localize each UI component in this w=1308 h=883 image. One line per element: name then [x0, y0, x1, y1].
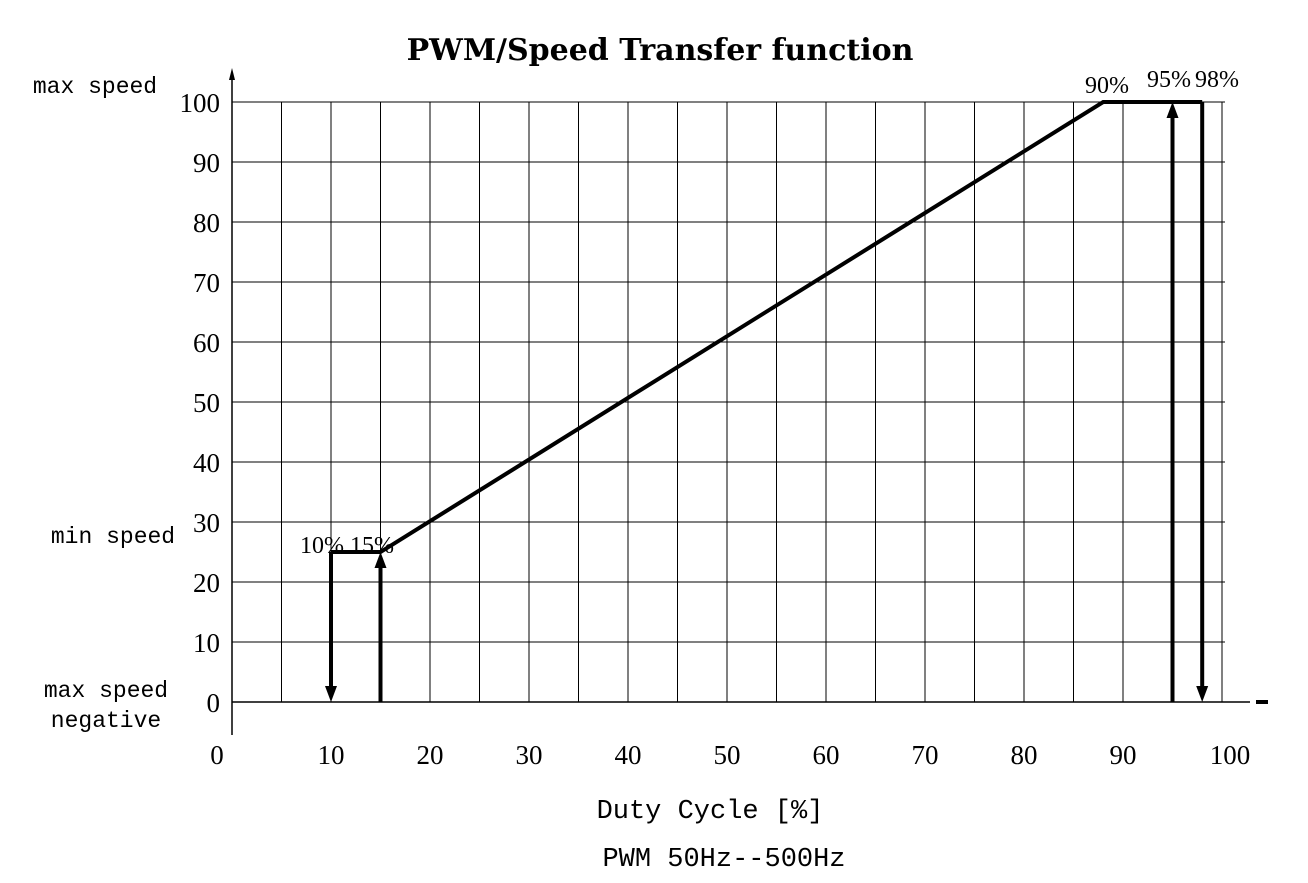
- y-tick-labels: 0 10 20 30 40 50 60 70 80 90 100: [180, 88, 221, 718]
- y-tick-label: 10: [193, 628, 220, 658]
- y-tick-label: 60: [193, 328, 220, 358]
- x-tick-label: 20: [417, 740, 444, 770]
- x-tick-label: 80: [1011, 740, 1038, 770]
- x-tick-label: 90: [1110, 740, 1137, 770]
- y-tick-label: 50: [193, 388, 220, 418]
- arrow-head: [374, 552, 387, 568]
- arrow-head: [1166, 102, 1179, 118]
- y-tick-label: 90: [193, 148, 220, 178]
- y-side-labels: max speed min speed max speed negative: [33, 74, 175, 734]
- y-tick-label: 40: [193, 448, 220, 478]
- axes: [229, 68, 1268, 735]
- x-tick-label: 0: [210, 740, 224, 770]
- chart-title: PWM/Speed Transfer function: [407, 33, 914, 68]
- data-label: 95%: [1147, 67, 1191, 93]
- data-label: 90%: [1085, 73, 1129, 99]
- y-side-label: negative: [51, 708, 161, 734]
- x-tick-label: 70: [912, 740, 939, 770]
- x-tick-label: 60: [813, 740, 840, 770]
- x-tick-label: 50: [714, 740, 741, 770]
- x-tick-labels: 0 10 20 30 40 50 60 70 80 90 100: [210, 740, 1250, 770]
- y-tick-label: 100: [180, 88, 221, 118]
- series: [331, 100, 1203, 554]
- y-tick-label: 80: [193, 208, 220, 238]
- arrow-head: [1196, 686, 1209, 702]
- y-axis-arrowhead: [229, 68, 235, 80]
- y-side-label: max speed: [33, 74, 157, 100]
- series-line: [331, 100, 1203, 554]
- y-tick-label: 0: [207, 688, 221, 718]
- x-tick-label: 10: [318, 740, 345, 770]
- y-side-label: min speed: [51, 524, 175, 550]
- x-axis-label: Duty Cycle [%]: [597, 797, 824, 827]
- y-tick-label: 70: [193, 268, 220, 298]
- annotations: 10% 15% 90% 95% 98%: [300, 67, 1239, 559]
- data-label: 10%: [300, 533, 344, 559]
- data-label: 15%: [350, 533, 394, 559]
- y-tick-label: 20: [193, 568, 220, 598]
- data-label: 98%: [1195, 67, 1239, 93]
- x-axis-sublabel: PWM 50Hz--500Hz: [602, 845, 845, 875]
- x-tick-label: 40: [615, 740, 642, 770]
- arrows: [325, 102, 1209, 702]
- y-tick-label: 30: [193, 508, 220, 538]
- x-tick-label: 30: [516, 740, 543, 770]
- x-tick-label: 100: [1210, 740, 1251, 770]
- y-side-label: max speed: [44, 678, 168, 704]
- arrow-head: [325, 686, 337, 702]
